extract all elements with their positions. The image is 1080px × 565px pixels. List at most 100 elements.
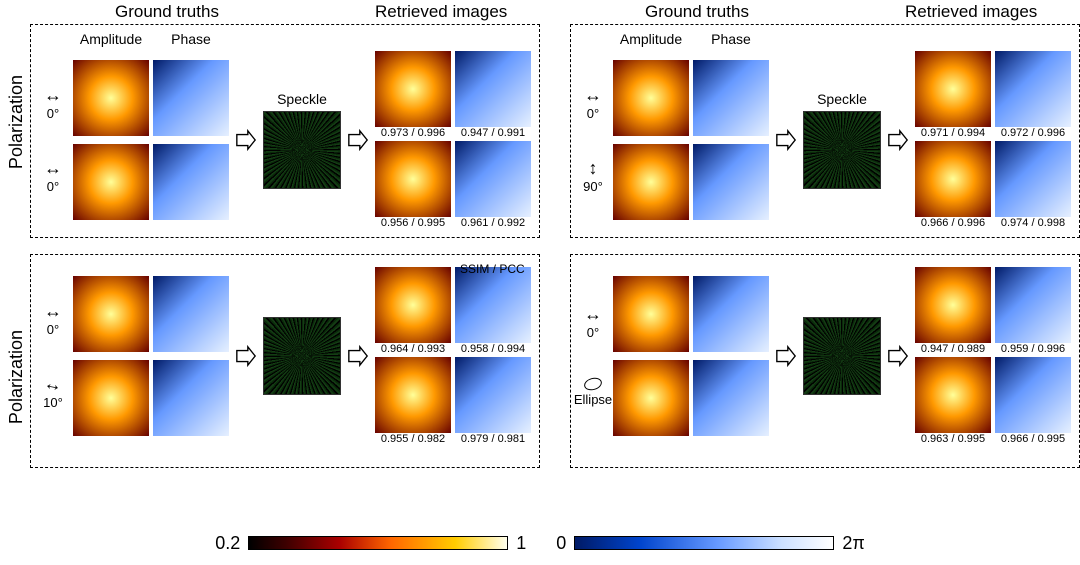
pol-col: ↔ 0° ↕ 90°	[579, 86, 607, 194]
gt-col	[613, 276, 769, 436]
gt-amp-thumb	[73, 360, 149, 436]
panel-inner: ↔ 0° ↔ 0° Speckle	[39, 51, 531, 229]
metric-phase: 0.961 / 0.992	[455, 217, 531, 229]
ret-amp-thumb	[375, 267, 451, 343]
gt-amp-thumb	[613, 276, 689, 352]
metric-amp: 0.973 / 0.996	[375, 127, 451, 139]
ret-amp-thumb	[915, 51, 991, 127]
pol-arrow-icon: ↕	[588, 159, 597, 177]
pol-angle: 0°	[587, 325, 599, 340]
gt-phase-thumb	[693, 60, 769, 136]
subheaders: Amplitude Phase	[613, 31, 1071, 47]
gt-col	[73, 276, 229, 436]
gt-amp-thumb	[613, 60, 689, 136]
gt-amp-thumb	[613, 360, 689, 436]
speckle-label: Speckle	[277, 91, 327, 107]
pol-angle: 0°	[47, 322, 59, 337]
pol-1: ↔ 0°	[44, 159, 62, 194]
pol-arrow-icon: ↔	[44, 302, 62, 320]
metric-row: 0.956 / 0.995 0.961 / 0.992	[375, 217, 531, 229]
ret-amp-thumb	[915, 267, 991, 343]
hdr-ret-right: Retrieved images	[905, 2, 1037, 22]
hdr-ret-left: Retrieved images	[375, 2, 507, 22]
flow-arrow-icon	[887, 344, 909, 368]
metric-phase: 0.974 / 0.998	[995, 217, 1071, 229]
panel-2: ↔ 0° ↔ 10° 0.964 / 0.993 0.958 / 0.994	[30, 254, 540, 468]
gt-amp-thumb	[73, 60, 149, 136]
pol-1: Ellipse	[574, 378, 612, 407]
side-label-bottom: Polarization	[6, 330, 27, 424]
panel-0: Amplitude Phase ↔ 0° ↔ 0°	[30, 24, 540, 238]
metric-amp: 0.955 / 0.982	[375, 433, 451, 445]
ret-col: 0.947 / 0.9890.959 / 0.996 0.963 / 0.995…	[915, 267, 1071, 445]
metric-amp: 0.964 / 0.993	[375, 343, 451, 355]
speckle-wrap: Speckle	[803, 91, 881, 189]
speckle-wrap	[803, 317, 881, 395]
gt-phase-thumb	[693, 276, 769, 352]
ret-amp-thumb	[375, 51, 451, 127]
pol-1: ↕ 90°	[583, 159, 603, 194]
ret-phase-thumb	[455, 357, 531, 433]
pol-1: ↔ 10°	[43, 375, 63, 410]
metric-amp: 0.963 / 0.995	[915, 433, 991, 445]
pol-arrow-icon: ↔	[584, 86, 602, 104]
ret-phase-thumb	[995, 267, 1071, 343]
ret-amp-thumb	[375, 141, 451, 217]
metric-phase: 0.958 / 0.994	[455, 343, 531, 355]
subhdr-amp: Amplitude	[73, 31, 149, 47]
panel-inner: ↔ 0° Ellipse 0.947 / 0.9890.959 / 0.996	[579, 267, 1071, 445]
metric-phase: 0.966 / 0.995	[995, 433, 1071, 445]
ret-amp-thumb	[915, 357, 991, 433]
pol-angle: 0°	[587, 106, 599, 121]
ret-col: 0.973 / 0.996 0.947 / 0.991 0.956 / 0.99…	[375, 51, 531, 229]
gt-col	[73, 60, 229, 220]
subhdr-phase: Phase	[153, 31, 229, 47]
gt-phase-thumb	[153, 276, 229, 352]
cb-phase: 0 2π	[556, 533, 864, 554]
pol-angle: Ellipse	[574, 392, 612, 407]
metric-amp: 0.966 / 0.996	[915, 217, 991, 229]
pol-arrow-icon: ↔	[44, 159, 62, 177]
panel-grid: Amplitude Phase ↔ 0° ↔ 0°	[30, 24, 1080, 468]
cb-phase-max: 2π	[842, 533, 864, 554]
panel-1: Amplitude Phase ↔ 0° ↕ 90° Speckle	[570, 24, 1080, 238]
side-label-top: Polarization	[6, 75, 27, 169]
pol-angle: 10°	[43, 395, 63, 410]
gt-amp-thumb	[73, 144, 149, 220]
speckle-thumb	[803, 111, 881, 189]
ret-phase-thumb	[995, 357, 1071, 433]
hdr-gt-left: Ground truths	[115, 2, 219, 22]
ret-row	[375, 141, 531, 217]
pol-col: ↔ 0° Ellipse	[579, 305, 607, 407]
metric-amp: 0.956 / 0.995	[375, 217, 451, 229]
ellipse-icon	[583, 376, 603, 392]
pol-arrow-icon: ↔	[44, 86, 62, 104]
gt-col	[613, 60, 769, 220]
pol-0: ↔ 0°	[44, 86, 62, 121]
gt-row-1	[73, 144, 229, 220]
metric-phase: 0.959 / 0.996	[995, 343, 1071, 355]
panel-inner: ↔ 0° ↔ 10° 0.964 / 0.993 0.958 / 0.994	[39, 267, 531, 445]
pol-col: ↔ 0° ↔ 0°	[39, 86, 67, 194]
subhdr-phase: Phase	[693, 31, 769, 47]
gt-phase-thumb	[153, 360, 229, 436]
speckle-label: Speckle	[817, 91, 867, 107]
cb-amp-min: 0.2	[215, 533, 240, 554]
metric-phase: 0.979 / 0.981	[455, 433, 531, 445]
cb-phase-bar	[574, 536, 834, 550]
colorbars: 0.2 1 0 2π	[0, 529, 1080, 557]
pol-angle: 0°	[47, 106, 59, 121]
ret-phase-thumb	[455, 51, 531, 127]
flow-arrow-icon	[235, 128, 257, 152]
pol-arrow-icon: ↔	[584, 305, 602, 323]
ssim-pcc-note: SSIM / PCC	[460, 262, 525, 276]
panel-3: ↔ 0° Ellipse 0.947 / 0.9890.959 / 0.996	[570, 254, 1080, 468]
ret-col: 0.964 / 0.993 0.958 / 0.994 0.955 / 0.982…	[375, 267, 531, 445]
ret-col: 0.971 / 0.9940.972 / 0.996 0.966 / 0.996…	[915, 51, 1071, 229]
flow-arrow-icon	[347, 128, 369, 152]
pol-arrow-icon: ↔	[43, 374, 64, 395]
flow-arrow-icon	[347, 344, 369, 368]
pol-0: ↔ 0°	[584, 305, 602, 340]
subheaders: Amplitude Phase	[73, 31, 531, 47]
pol-0: ↔ 0°	[584, 86, 602, 121]
